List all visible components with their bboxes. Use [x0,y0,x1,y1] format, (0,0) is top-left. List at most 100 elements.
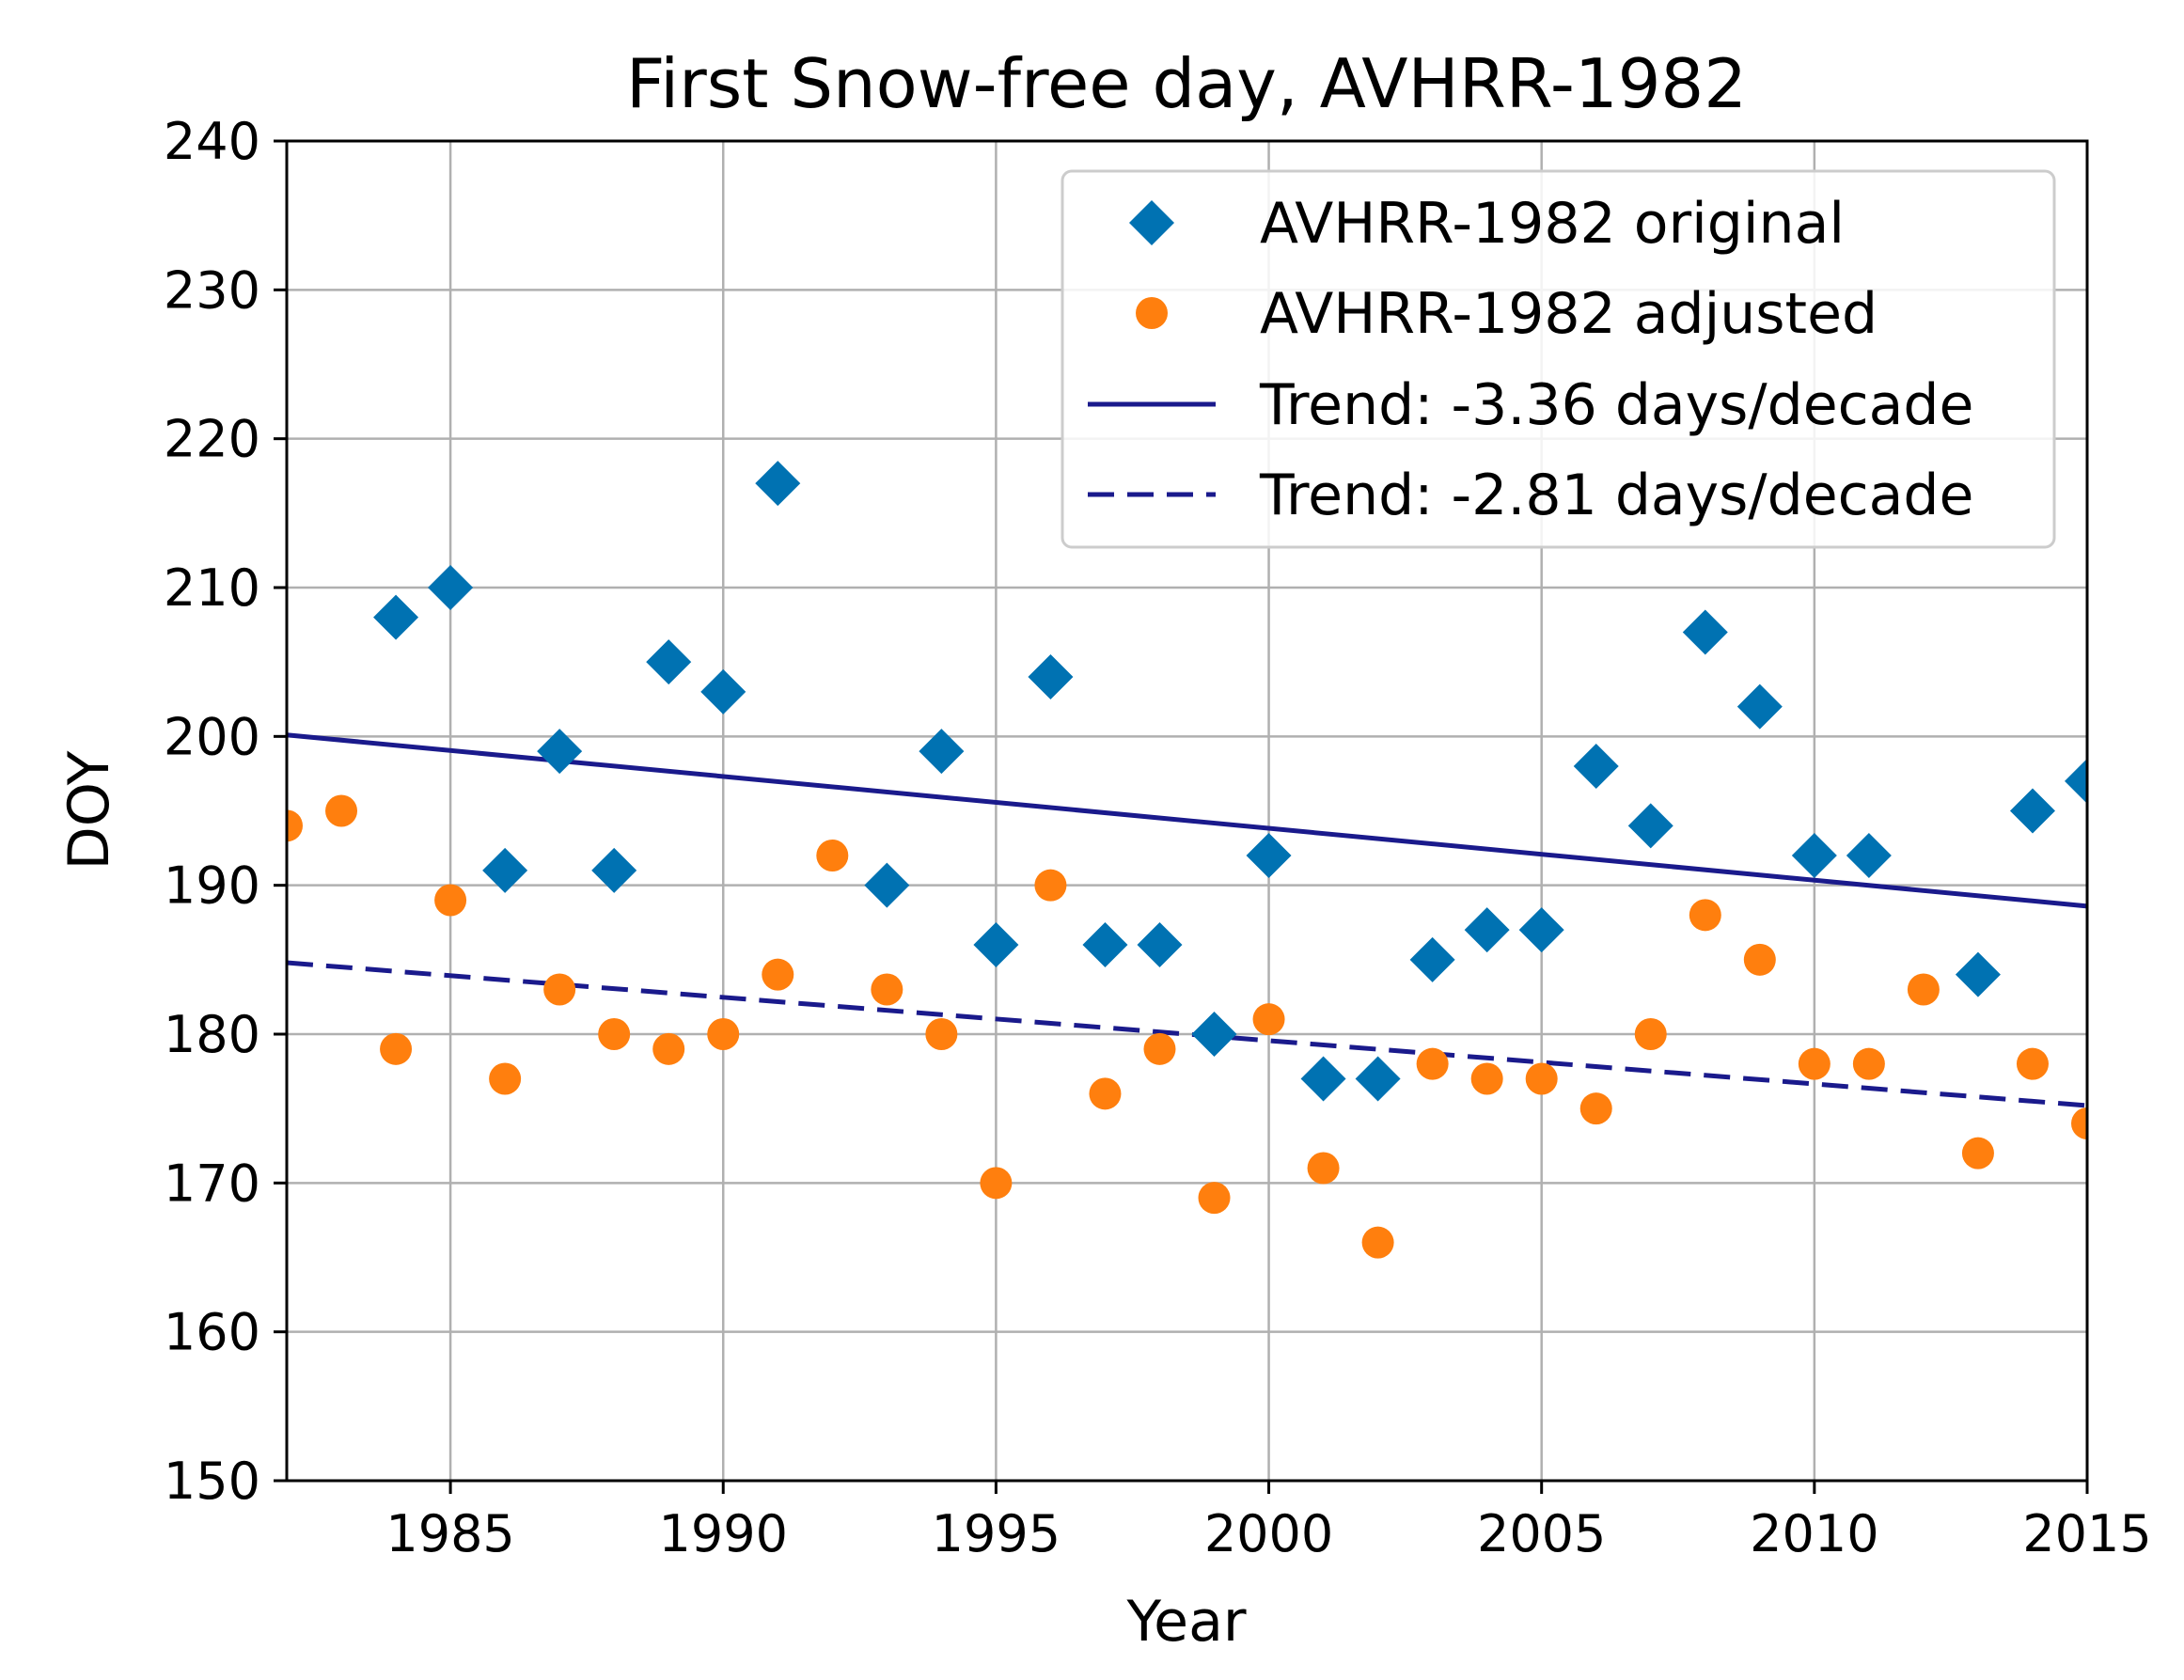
x-tick-label: 1990 [659,1504,788,1563]
y-tick-label: 230 [164,260,260,320]
adjusted-point [925,1018,958,1050]
adjusted-point [1634,1018,1667,1050]
adjusted-point [1689,899,1721,932]
original-point [1028,654,1074,699]
y-tick-label: 200 [164,707,260,766]
adjusted-point [652,1032,685,1065]
y-axis-title: DOY [56,750,122,870]
legend-label: AVHRR-1982 original [1260,191,1845,257]
adjusted-point [1198,1182,1231,1215]
y-axis: 150 160 170 180 190 200 210 220 230 240 [164,112,287,1511]
adjusted-point [287,809,303,842]
x-tick-label: 2015 [2022,1504,2151,1563]
y-tick-label: 150 [164,1452,260,1511]
adjusted-point [489,1062,522,1095]
x-tick-label: 2010 [1750,1504,1878,1563]
original-point [864,862,910,908]
adjusted-point [1034,869,1067,902]
trend-lines [286,732,2088,1108]
original-point [1573,744,1619,789]
x-axis: 1985 1990 1995 2000 2005 2010 2015 [385,1481,2152,1563]
adjusted-point [1579,1092,1612,1125]
data-markers [287,461,2087,1259]
y-tick-label: 190 [164,856,260,916]
original-point [973,922,1019,967]
adjusted-point [1089,1077,1122,1110]
original-point [1246,833,1292,878]
adjusted-point [816,840,849,871]
original-point [755,461,801,507]
original-point [1791,833,1837,878]
adjusted-point [434,884,467,917]
original-point [1518,907,1564,953]
original-point [1627,803,1673,849]
adjusted-point [1907,973,1940,1006]
original-point [1355,1056,1401,1102]
adjusted-point [380,1032,413,1065]
x-axis-title: Year [1125,1589,1246,1655]
adjusted-point [598,1018,631,1050]
adjusted-point [1525,1062,1558,1095]
original-point [1082,922,1128,967]
adjusted-point [762,958,794,991]
y-tick-label: 180 [164,1005,260,1064]
adjusted-point [980,1167,1013,1200]
adjusted-point [1852,1047,1885,1080]
original-point [1682,609,1728,655]
original-point [1846,833,1892,878]
adjusted-point [871,973,903,1006]
original-point [2065,758,2087,804]
original-point [1409,936,1455,982]
original-point [2009,788,2055,834]
original-point [1736,683,1783,730]
original-point [482,847,528,893]
legend-label: Trend: -3.36 days/decade [1259,372,1973,438]
original-point [1191,1012,1237,1057]
adjusted-point [1361,1226,1394,1259]
y-tick-label: 240 [164,112,260,171]
original-point [700,668,746,714]
y-tick-label: 160 [164,1303,260,1362]
y-tick-label: 170 [164,1154,260,1213]
adjusted-point [1252,1003,1285,1036]
legend: AVHRR-1982 original AVHRR-1982 adjusted Tr… [1061,169,2056,549]
adjusted-point [325,794,358,827]
original-point [1137,922,1183,967]
x-tick-label: 1985 [385,1504,514,1563]
adjusted-point [1470,1062,1503,1095]
adjusted-point [543,973,576,1006]
y-tick-label: 220 [164,410,260,469]
trend-line-adjusted [286,960,2088,1108]
original-point [1955,951,2001,997]
adjusted-point [1416,1047,1449,1080]
legend-label: AVHRR-1982 adjusted [1260,281,1878,347]
original-point [591,847,637,893]
x-tick-label: 2000 [1204,1504,1333,1563]
x-tick-label: 1995 [932,1504,1061,1563]
original-point [1300,1056,1346,1102]
adjusted-point [2071,1107,2087,1139]
legend-diamond-marker [1129,200,1174,245]
original-point [1464,907,1510,953]
plot-frame [285,139,2089,1483]
original-point [919,729,965,775]
adjusted-point [1307,1152,1340,1185]
original-point [646,639,692,685]
legend-frame [1061,169,2056,549]
original-point [537,729,583,775]
legend-label: Trend: -2.81 days/decade [1259,463,1973,528]
trend-line-original [286,732,2088,909]
original-point [373,594,419,640]
adjusted-point [1743,943,1776,976]
legend-circle-marker [1136,297,1168,329]
adjusted-point [1143,1032,1176,1065]
chart-title: First Snow-free day, AVHRR-1982 [626,44,1747,123]
original-point [428,565,474,610]
adjusted-point [1798,1047,1830,1080]
adjusted-point [707,1018,740,1050]
x-tick-label: 2005 [1477,1504,1606,1563]
adjusted-point [1961,1137,1994,1170]
adjusted-point [2016,1047,2049,1080]
y-tick-label: 210 [164,558,260,618]
